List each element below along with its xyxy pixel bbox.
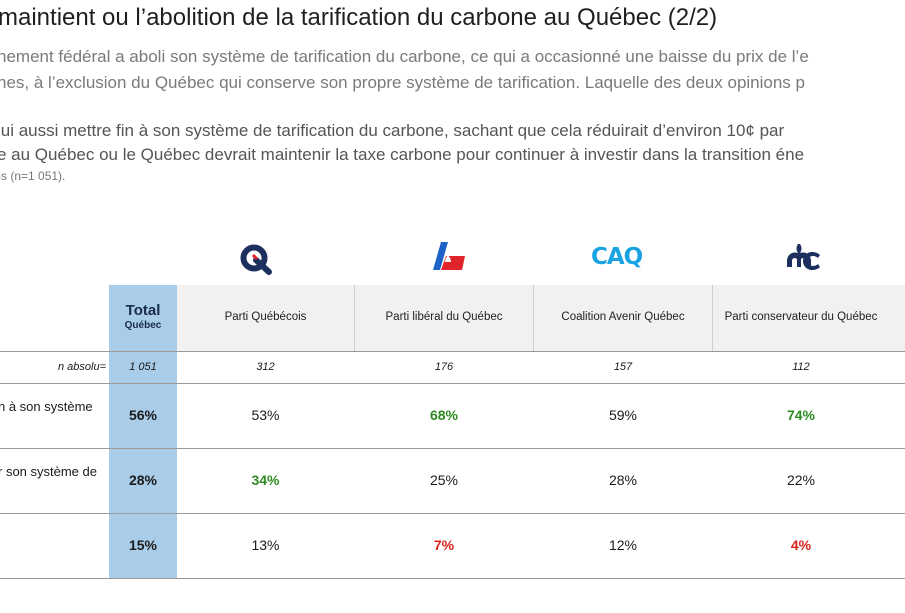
intro-line-1: nement fédéral a aboli son système de ta…	[0, 47, 809, 66]
value-pq: 34%	[251, 472, 280, 488]
page-title: maintient ou l’abolition de la tarificat…	[0, 4, 718, 31]
base-note: -s (n=1 051).	[0, 169, 66, 183]
n-pcq: 112	[792, 361, 810, 373]
value-plq: 68%	[429, 407, 459, 423]
value-plq: 7%	[433, 537, 455, 553]
party-header-pq: Parti Québécois	[224, 311, 307, 323]
total-header: Total Québec	[109, 302, 177, 331]
table-rule	[0, 513, 905, 514]
column-divider	[712, 285, 713, 351]
row-label: n à son système	[0, 399, 93, 415]
party-header-plq: Parti libéral du Québec	[385, 311, 503, 323]
party-header-band	[177, 285, 905, 351]
n-pq: 312	[256, 361, 275, 373]
total-value: 15%	[128, 537, 158, 553]
party-header-caq: Coalition Avenir Québec	[561, 311, 685, 323]
n-plq: 176	[434, 361, 454, 373]
n-label: n absolu=	[57, 361, 106, 373]
table-rule	[0, 578, 905, 579]
value-pq: 13%	[251, 537, 280, 553]
row-label-line: n à son système	[0, 399, 93, 414]
total-header-label: Total	[125, 302, 161, 319]
value-caq: 28%	[608, 472, 638, 488]
plq-logo-icon	[433, 242, 465, 270]
n-total: 1 051	[129, 361, 157, 373]
question-line-1: lui aussi mettre fin à son système de ta…	[0, 121, 785, 140]
total-header-sub: Québec	[124, 320, 162, 331]
question-line-2: e au Québec ou le Québec devrait mainten…	[0, 145, 805, 164]
row-label-line: r son système de	[0, 464, 97, 479]
value-caq: 59%	[608, 407, 638, 423]
value-pcq: 74%	[786, 407, 816, 423]
table-rule	[0, 448, 905, 449]
value-pcq: 4%	[790, 537, 812, 553]
value-pcq: 22%	[786, 472, 816, 488]
caq-logo-text: CAQ	[591, 244, 643, 270]
value-plq: 25%	[429, 472, 459, 488]
caq-logo-icon: CAQ	[591, 244, 655, 270]
party-header-pcq: Parti conservateur du Québec	[724, 311, 878, 323]
pcq-logo-icon	[787, 244, 820, 270]
column-divider	[533, 285, 534, 351]
total-value: 56%	[128, 407, 158, 423]
n-caq: 157	[613, 361, 633, 373]
table-rule	[0, 383, 905, 384]
value-caq: 12%	[608, 537, 638, 553]
row-label: r son système de	[0, 464, 97, 480]
pq-logo-icon	[240, 244, 272, 275]
table-rule	[0, 351, 905, 352]
total-column-highlight	[109, 285, 177, 578]
intro-line-2: nes, à l’exclusion du Québec qui conserv…	[0, 73, 805, 92]
column-divider	[354, 285, 355, 351]
total-value: 28%	[128, 472, 158, 488]
value-pq: 53%	[251, 407, 280, 423]
